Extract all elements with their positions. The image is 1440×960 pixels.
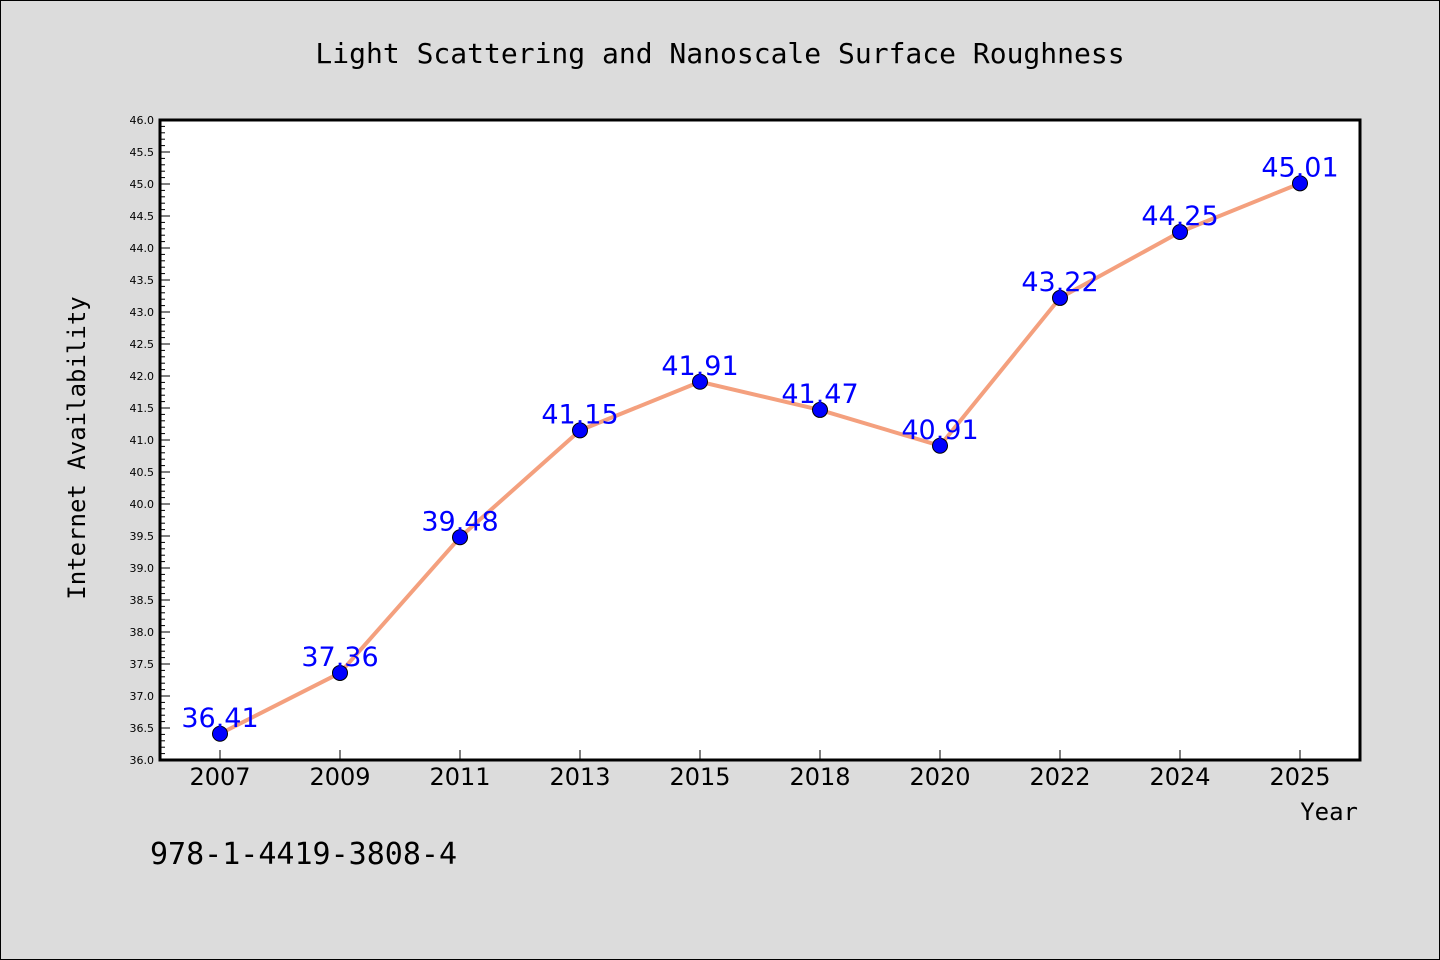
data-point <box>572 422 588 439</box>
x-axis-label: Year <box>1300 798 1358 826</box>
data-point <box>1052 289 1068 306</box>
data-point <box>1172 224 1188 240</box>
data-point <box>452 529 468 546</box>
y-tick-label: 44.0 <box>130 242 155 255</box>
chart-title: Light Scattering and Nanoscale Surface R… <box>315 37 1124 70</box>
y-tick-label: 39.5 <box>130 530 155 543</box>
x-tick-label: 2013 <box>549 763 610 791</box>
x-tick-label: 2020 <box>909 763 970 791</box>
data-label: 37.36 <box>301 642 378 673</box>
data-label: 36.41 <box>181 703 258 734</box>
x-tick-label: 2009 <box>309 763 370 791</box>
data-point <box>332 664 348 681</box>
y-tick-label: 40.5 <box>130 466 155 479</box>
y-tick-label: 44.5 <box>130 210 155 223</box>
x-tick-label: 2015 <box>669 763 730 791</box>
x-axis-ticks: 2007 2009 2011 2013 2015 2018 2020 2022 2024 2025 <box>189 750 1331 791</box>
x-tick-label: 2025 <box>1269 763 1330 791</box>
data-point <box>212 725 228 742</box>
x-tick-label: 2011 <box>429 763 490 791</box>
data-point <box>812 401 828 418</box>
y-axis-label: Internet Availability <box>63 296 91 599</box>
plot-border <box>158 118 1362 762</box>
y-tick-label: 37.0 <box>130 690 155 703</box>
x-tick-label: 2022 <box>1029 763 1090 791</box>
data-label: 40.91 <box>901 415 978 446</box>
data-point <box>932 437 948 454</box>
series-line <box>219 181 1301 736</box>
data-label: 41.47 <box>781 379 858 410</box>
data-label: 45.01 <box>1261 152 1338 183</box>
data-markers <box>212 175 1308 742</box>
y-tick-label: 46.0 <box>130 114 155 127</box>
data-label: 41.91 <box>661 351 738 382</box>
y-tick-label: 38.5 <box>130 594 155 607</box>
y-tick-label: 40.0 <box>130 498 155 511</box>
data-point <box>1292 175 1308 192</box>
y-tick-label: 38.0 <box>130 626 155 639</box>
x-tick-label: 2018 <box>789 763 850 791</box>
y-tick-label: 36.5 <box>130 722 155 735</box>
y-tick-label: 45.5 <box>130 146 155 159</box>
x-tick-label: 2007 <box>189 763 250 791</box>
y-tick-label: 37.5 <box>130 658 155 671</box>
y-tick-label: 41.5 <box>130 402 155 415</box>
data-label: 41.15 <box>541 399 618 430</box>
y-tick-label: 36.0 <box>130 754 155 767</box>
y-tick-label: 42.0 <box>130 370 155 383</box>
x-tick-label: 2024 <box>1149 763 1210 791</box>
y-tick-label: 41.0 <box>130 434 155 447</box>
y-axis-ticks: 36.0 36.5 37.0 37.5 38.0 38.5 39.0 39.5 40.0 40.5… <box>130 114 170 767</box>
y-tick-label: 39.0 <box>130 562 155 575</box>
data-labels: 36.41 37.36 39.48 41.15 41.91 41.47 40.91 43.22… <box>181 152 1338 733</box>
data-point <box>692 373 708 390</box>
data-label: 43.22 <box>1021 267 1098 298</box>
y-tick-label: 42.5 <box>130 338 155 351</box>
y-tick-label: 43.5 <box>130 274 155 287</box>
y-tick-label: 43.0 <box>130 306 155 319</box>
data-label: 39.48 <box>421 506 498 537</box>
y-tick-label: 45.0 <box>130 178 155 191</box>
data-label: 44.25 <box>1141 201 1218 232</box>
footer-code: 978-1-4419-3808-4 <box>150 837 457 872</box>
